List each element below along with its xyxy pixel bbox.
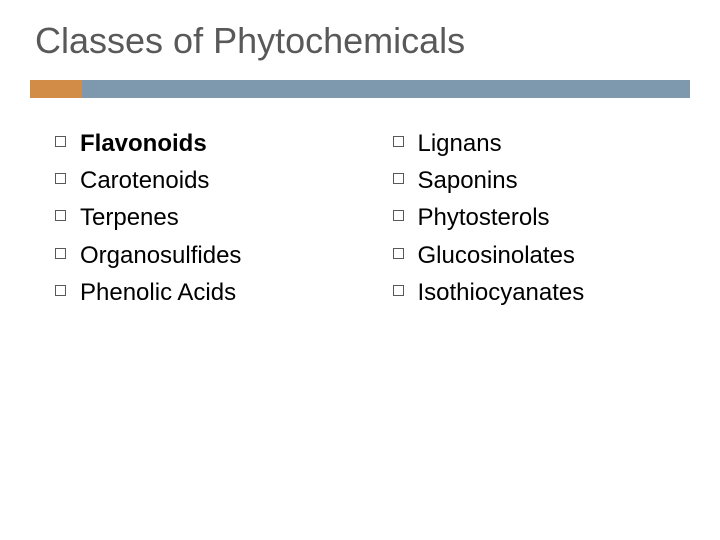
list-item: Glucosinolates xyxy=(393,240,691,271)
item-label: Carotenoids xyxy=(80,165,209,196)
square-bullet-icon xyxy=(55,248,66,259)
square-bullet-icon xyxy=(393,210,404,221)
slide-title: Classes of Phytochemicals xyxy=(35,20,690,62)
item-label: Terpenes xyxy=(80,202,179,233)
item-label: Saponins xyxy=(418,165,518,196)
list-item: Carotenoids xyxy=(55,165,353,196)
square-bullet-icon xyxy=(393,136,404,147)
item-label: Flavonoids xyxy=(80,128,207,159)
square-bullet-icon xyxy=(55,210,66,221)
list-item: Isothiocyanates xyxy=(393,277,691,308)
item-label: Phytosterols xyxy=(418,202,550,233)
square-bullet-icon xyxy=(55,136,66,147)
list-item: Terpenes xyxy=(55,202,353,233)
square-bullet-icon xyxy=(55,285,66,296)
item-label: Lignans xyxy=(418,128,502,159)
list-item: Organosulfides xyxy=(55,240,353,271)
right-column: Lignans Saponins Phytosterols Glucosinol… xyxy=(393,128,691,314)
accent-bar xyxy=(30,80,690,98)
content-columns: Flavonoids Carotenoids Terpenes Organosu… xyxy=(30,128,690,314)
list-item: Phytosterols xyxy=(393,202,691,233)
accent-bar-short xyxy=(30,80,82,98)
item-label: Phenolic Acids xyxy=(80,277,236,308)
list-item: Lignans xyxy=(393,128,691,159)
list-item: Flavonoids xyxy=(55,128,353,159)
square-bullet-icon xyxy=(393,248,404,259)
square-bullet-icon xyxy=(55,173,66,184)
accent-bar-long xyxy=(82,80,690,98)
list-item: Phenolic Acids xyxy=(55,277,353,308)
square-bullet-icon xyxy=(393,285,404,296)
item-label: Organosulfides xyxy=(80,240,241,271)
list-item: Saponins xyxy=(393,165,691,196)
item-label: Isothiocyanates xyxy=(418,277,585,308)
left-column: Flavonoids Carotenoids Terpenes Organosu… xyxy=(55,128,353,314)
square-bullet-icon xyxy=(393,173,404,184)
slide-container: Classes of Phytochemicals Flavonoids Car… xyxy=(0,0,720,540)
item-label: Glucosinolates xyxy=(418,240,575,271)
